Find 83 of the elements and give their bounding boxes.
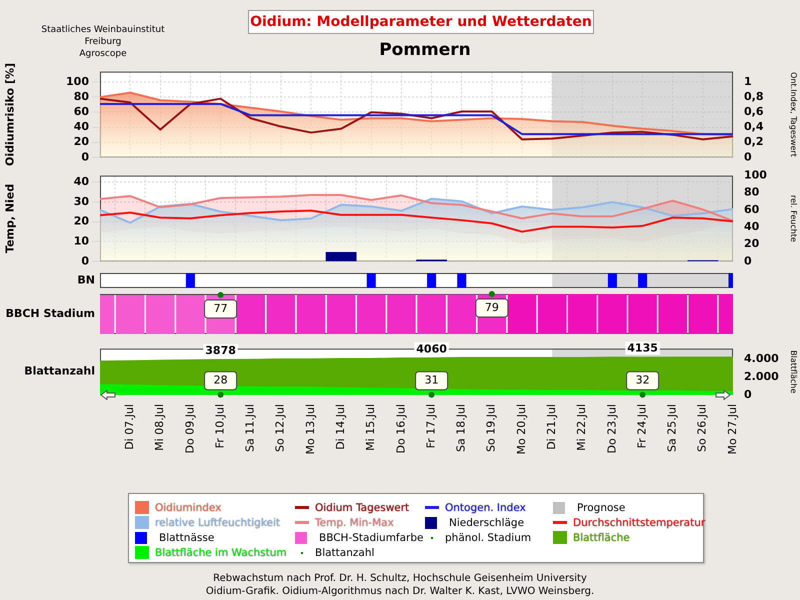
- y2-tick-label: 80: [744, 186, 760, 199]
- y2-tick-label: 0,2: [744, 135, 764, 148]
- text: Oidium-Grafik. Oidium-Algorithmus nach Dr. Walter K. Kast, LVWO Weinsberg.: [204, 585, 596, 598]
- text: Staatliches Weinbauinstitut Freiburg: [40, 24, 166, 48]
- text: relative Luftfeuchtigkeit: [155, 516, 280, 528]
- y2-axis-title: Ont.Index, Tageswert: [789, 72, 798, 157]
- y2-tick-label: 4.000: [744, 352, 780, 365]
- legend-label: Prognose: [577, 502, 626, 514]
- data-label: 4135: [627, 342, 658, 355]
- y-tick-label: 40: [74, 120, 90, 134]
- y2-tick-label: 0,6: [744, 105, 764, 118]
- legend-label: Oidiumindex: [155, 502, 222, 514]
- y2-tick-label: 0,8: [744, 90, 764, 104]
- x-tick-label: Mi 15.Jul: [364, 404, 378, 451]
- legend-label: Ontogen. Index: [445, 502, 526, 514]
- x-tick-label: Do 09.Jul: [183, 404, 196, 454]
- x-tick-label: Fr 17.Jul: [424, 404, 438, 448]
- y-tick-label: 10: [74, 234, 90, 248]
- y-tick-label: 60: [74, 105, 90, 118]
- y2-axis-title: rel. Feuchte: [789, 194, 798, 242]
- x-tick-label: Do 23.Jul: [605, 404, 618, 454]
- x-tick-label: Sa 18.Jul: [454, 404, 468, 452]
- legend-label: Niederschläge: [449, 516, 524, 528]
- data-label: 28: [214, 374, 228, 387]
- x-tick-label: Mi 22.Jul: [575, 404, 588, 451]
- data-label: 31: [424, 374, 439, 387]
- y2-axis-title: Blattfläche: [789, 350, 798, 394]
- data-label: 4060: [416, 342, 448, 356]
- legend-label: phänol. Stadium: [445, 532, 532, 544]
- text: Blattfläche im Wachstum: [155, 546, 287, 558]
- data-label: 77: [214, 302, 228, 315]
- x-tick-label: Mo 20.Jul: [514, 404, 528, 454]
- y2-tick-label: 100: [744, 168, 768, 182]
- text: Temp. Min-Max: [315, 516, 394, 528]
- y-tick-label: 20: [74, 135, 90, 148]
- chart-subtitle: Pommern: [379, 40, 471, 60]
- legend-label: Oidium Tageswert: [315, 502, 410, 514]
- y2-tick-label: 2.000: [744, 370, 780, 383]
- x-tick-label: Fr 10.Jul: [213, 404, 226, 448]
- y2-tick-label: 0: [744, 150, 752, 164]
- x-tick-label: Di 21.Jul: [545, 404, 558, 450]
- x-tick-label: Sa 25.Jul: [666, 404, 679, 452]
- legend-label: Blattfläche: [573, 532, 630, 544]
- data-label: 79: [484, 300, 499, 314]
- y-axis-title: Temp, Nied: [3, 184, 16, 254]
- x-tick-label: Mo 13.Jul: [304, 404, 317, 454]
- y-tick-label: 0: [81, 254, 90, 268]
- x-tick-label: Mi 08.Jul: [153, 404, 166, 451]
- y-axis-title: BN: [77, 273, 95, 286]
- x-tick-label: So 26.Jul: [696, 404, 709, 452]
- x-tick-label: Fr 24.Jul: [635, 404, 648, 448]
- y2-tick-label: 20: [744, 237, 760, 250]
- y-axis-title: BBCH Stadium: [6, 306, 95, 320]
- data-label: 3878: [205, 344, 236, 357]
- text: Rebwachstum nach Prof. Dr. H. Schultz, Hochschule Geisenheim University: [212, 572, 588, 585]
- x-tick-label: So 19.Jul: [484, 404, 498, 452]
- y-axis-title: Oidiumrisiko [%]: [3, 62, 16, 166]
- y2-tick-label: 0,4: [744, 120, 764, 134]
- y2-tick-label: 0: [744, 388, 752, 401]
- y2-tick-label: 40: [744, 220, 760, 233]
- y-tick-label: 30: [74, 194, 90, 208]
- x-tick-label: So 12.Jul: [274, 404, 287, 452]
- legend-label: Blattanzahl: [315, 546, 374, 558]
- x-tick-label: Sa 11.Jul: [244, 404, 257, 452]
- legend-label: Blattnässe: [159, 532, 214, 544]
- x-tick-label: Do 16.Jul: [394, 404, 408, 454]
- y-axis-title: Blattanzahl: [24, 364, 95, 378]
- legend-label: Durchschnittstemperatur: [573, 516, 706, 528]
- x-tick-label: Di 14.Jul: [334, 404, 347, 450]
- data-label: 32: [636, 374, 650, 387]
- y2-tick-label: 0: [744, 254, 752, 268]
- y-tick-label: 80: [74, 90, 90, 104]
- x-tick-label: Di 07.Jul: [123, 404, 136, 450]
- text: Agroscope: [78, 48, 128, 60]
- y-tick-label: 100: [66, 74, 90, 88]
- legend-label: BBCH-Stadiumfarbe: [319, 532, 424, 544]
- y-tick-label: 0: [81, 150, 90, 164]
- chart-title: Oidium: Modellparameter und Wetterdaten: [248, 10, 594, 34]
- x-tick-label: Mo 27.Jul: [726, 404, 739, 454]
- y2-tick-label: 60: [744, 202, 760, 216]
- y-tick-label: 20: [74, 214, 90, 228]
- y-tick-label: 40: [74, 175, 90, 188]
- y2-tick-label: 1: [744, 74, 752, 88]
